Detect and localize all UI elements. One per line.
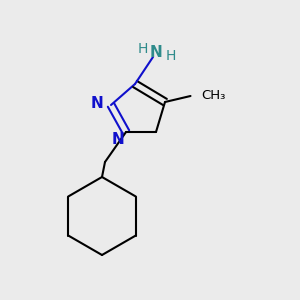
Text: CH₃: CH₃ bbox=[201, 89, 225, 103]
Text: H: H bbox=[137, 42, 148, 56]
Text: N: N bbox=[150, 45, 162, 60]
Text: H: H bbox=[166, 49, 176, 62]
Text: N: N bbox=[91, 96, 104, 111]
Text: N: N bbox=[112, 132, 125, 147]
